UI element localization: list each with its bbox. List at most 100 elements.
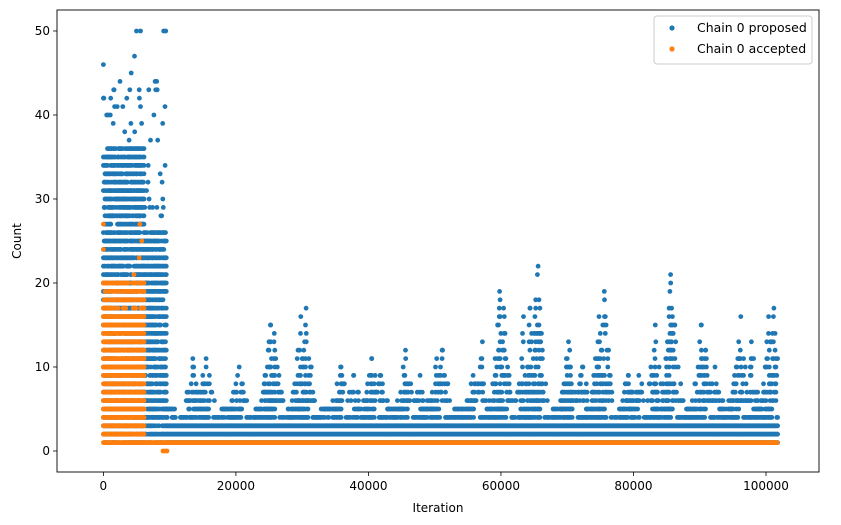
proposed-point — [506, 373, 512, 378]
proposed-point — [163, 272, 169, 277]
proposed-point — [233, 381, 239, 387]
proposed-point — [149, 381, 155, 387]
proposed-point — [639, 389, 645, 395]
proposed-point — [402, 373, 408, 378]
proposed-point — [305, 406, 311, 412]
proposed-point — [308, 373, 313, 378]
proposed-point — [146, 87, 152, 93]
proposed-point — [493, 381, 499, 387]
proposed-point — [112, 104, 117, 109]
proposed-point — [111, 87, 117, 93]
proposed-point — [207, 398, 212, 403]
proposed-point — [602, 314, 608, 319]
proposed-point — [398, 389, 404, 395]
proposed-point — [124, 95, 130, 101]
proposed-point — [273, 356, 279, 361]
proposed-point — [479, 364, 485, 370]
proposed-point — [407, 398, 413, 403]
proposed-point — [272, 347, 278, 353]
proposed-point — [161, 247, 167, 252]
proposed-point — [419, 389, 425, 395]
proposed-point — [530, 356, 536, 361]
proposed-point — [567, 347, 573, 353]
proposed-point — [622, 389, 627, 395]
proposed-point — [539, 331, 544, 336]
proposed-point — [163, 339, 168, 345]
proposed-point — [400, 364, 406, 370]
proposed-point — [499, 389, 505, 395]
proposed-point — [569, 406, 575, 412]
proposed-point — [499, 364, 505, 370]
proposed-point — [163, 305, 169, 311]
proposed-point — [526, 322, 532, 328]
proposed-point — [163, 389, 169, 395]
proposed-point — [501, 347, 507, 353]
proposed-point — [496, 305, 502, 311]
proposed-point — [105, 163, 110, 168]
proposed-point — [632, 415, 638, 420]
proposed-point — [594, 381, 600, 387]
proposed-point — [487, 398, 492, 403]
proposed-point — [540, 381, 545, 387]
proposed-point — [536, 322, 542, 328]
proposed-point — [154, 205, 160, 210]
proposed-point — [491, 398, 497, 403]
proposed-point — [108, 95, 114, 101]
proposed-point — [274, 364, 280, 370]
proposed-point — [268, 339, 274, 345]
proposed-point — [206, 406, 212, 412]
proposed-point — [163, 28, 169, 34]
proposed-point — [584, 389, 590, 395]
proposed-point — [593, 398, 599, 403]
proposed-point — [188, 381, 194, 387]
proposed-point — [648, 364, 654, 370]
proposed-point — [294, 356, 300, 361]
proposed-point — [144, 188, 149, 194]
proposed-point — [340, 389, 346, 395]
proposed-point — [609, 389, 615, 395]
proposed-point — [141, 213, 147, 219]
proposed-point — [116, 146, 121, 152]
proposed-point — [605, 356, 611, 361]
proposed-point — [148, 137, 153, 143]
proposed-point — [351, 389, 356, 395]
proposed-point — [529, 339, 534, 345]
proposed-point — [429, 389, 435, 395]
proposed-point — [158, 322, 163, 328]
proposed-point — [134, 28, 139, 34]
proposed-point — [158, 389, 163, 395]
proposed-point — [584, 398, 590, 403]
proposed-point — [163, 373, 169, 378]
proposed-point — [471, 415, 476, 420]
proposed-point — [117, 79, 123, 84]
proposed-point — [536, 347, 542, 353]
proposed-point — [187, 406, 192, 412]
proposed-point — [193, 381, 199, 387]
proposed-point — [520, 331, 525, 336]
proposed-point — [163, 255, 169, 261]
proposed-point — [420, 398, 426, 403]
proposed-point — [110, 213, 115, 219]
proposed-point — [438, 364, 443, 370]
proposed-point — [371, 381, 377, 387]
proposed-point — [163, 364, 168, 370]
proposed-point — [206, 415, 212, 420]
proposed-point — [520, 398, 526, 403]
proposed-point — [298, 331, 303, 336]
proposed-point — [122, 129, 128, 135]
proposed-point — [142, 205, 148, 210]
proposed-point — [483, 398, 489, 403]
proposed-point — [120, 196, 125, 202]
proposed-point — [597, 331, 603, 336]
proposed-point — [477, 389, 482, 395]
proposed-point — [200, 373, 206, 378]
proposed-point — [141, 179, 146, 185]
proposed-point — [163, 398, 169, 403]
proposed-point — [163, 331, 169, 336]
proposed-point — [303, 339, 309, 345]
proposed-point — [262, 381, 268, 387]
proposed-point — [369, 373, 375, 378]
proposed-point — [500, 398, 505, 403]
proposed-point — [500, 339, 505, 345]
